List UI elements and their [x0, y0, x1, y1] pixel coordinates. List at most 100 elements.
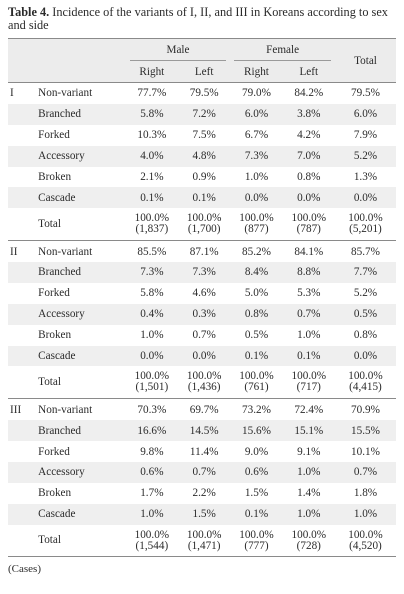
table-row: Cascade 0.1% 0.1% 0.0% 0.0% 0.0% [8, 187, 396, 209]
cell-m-left: 79.5% [189, 87, 219, 100]
cell-m-right: 0.1% [125, 187, 179, 209]
cell-f-left: 72.4% [282, 398, 335, 421]
cell-m-left: 7.5% [192, 129, 216, 142]
section-label [8, 283, 34, 304]
cell-f-right: 0.1% [230, 503, 283, 525]
cell-f-right: 8.4% [230, 262, 283, 283]
variant-label: Non-variant [38, 87, 93, 100]
cell-total: 7.7% [334, 262, 396, 283]
cell-total: 0.0% [334, 187, 396, 209]
variant-label: Accessory [34, 461, 126, 483]
total-count: (1,544) [135, 539, 169, 552]
cell-m-right: 1.7% [140, 487, 164, 500]
cell-m-left: 7.2% [178, 103, 231, 125]
section-label [8, 503, 35, 525]
section-label: II [8, 240, 35, 263]
cell-f-right: 5.0% [244, 287, 269, 300]
variant-label: Branched [34, 103, 126, 125]
header-female-right: Right [230, 61, 283, 83]
cell-f-left: 84.1% [282, 240, 335, 263]
cell-m-right: 0.6% [125, 461, 179, 483]
variant-label: Broken [38, 329, 72, 342]
cell-total: 6.0% [334, 103, 396, 125]
total-label: Total [38, 375, 61, 388]
cell-f-right: 73.2% [230, 398, 283, 421]
table-caption-label: Table 4. [8, 5, 50, 19]
table-container: Table 4. Incidence of the variants of I,… [8, 6, 396, 575]
variant-label: Cascade [34, 345, 126, 367]
cell-f-left: 15.1% [282, 420, 335, 442]
total-count: (4,520) [349, 539, 382, 552]
section-label [8, 366, 34, 398]
cell-f-left: 0.1% [282, 345, 335, 367]
total-percent: 100.0% [348, 370, 383, 383]
section-label [8, 345, 35, 367]
section-label [8, 303, 35, 325]
cell-m-right: 1.0% [125, 503, 179, 525]
total-percent: 100.0% [239, 212, 274, 225]
cell-m-left: 69.7% [178, 398, 231, 421]
cell-m-left: 7.3% [178, 262, 231, 283]
cell-m-right: 85.5% [125, 240, 179, 263]
table-row: Branched 5.8% 7.2% 6.0% 3.8% 6.0% [8, 103, 396, 125]
total-cell-f-right: 100.0% (777) [230, 524, 283, 558]
cell-total: 85.7% [334, 240, 396, 263]
cell-m-left: 0.1% [178, 187, 231, 209]
cell-m-left: 0.3% [178, 303, 231, 325]
cell-total: 0.8% [353, 329, 378, 342]
cell-f-left: 1.4% [297, 487, 321, 500]
table-row: Forked 9.8% 11.4% 9.0% 9.1% 10.1% [8, 441, 396, 462]
section-label [8, 187, 35, 209]
total-cell-f-right: 100.0% (761) [230, 366, 282, 398]
cell-f-left: 9.1% [297, 445, 321, 458]
cell-f-right: 0.1% [230, 345, 283, 367]
cell-total: 70.9% [334, 398, 396, 421]
table-row: Accessory 0.6% 0.7% 0.6% 1.0% 0.7% [8, 461, 396, 483]
total-count: (1,837) [135, 223, 169, 236]
cell-f-left: 1.0% [282, 503, 335, 525]
cell-f-left: 3.8% [282, 103, 335, 125]
cell-f-left: 0.7% [282, 303, 335, 325]
cell-f-left: 0.0% [282, 187, 335, 209]
section-label [8, 441, 34, 462]
table-caption: Table 4. Incidence of the variants of I,… [8, 6, 396, 32]
cell-f-left: 1.0% [282, 461, 335, 483]
total-cell-f-left: 100.0% (728) [282, 524, 335, 558]
cell-total: 0.7% [334, 461, 396, 483]
cell-total: 7.9% [353, 129, 378, 142]
cell-m-right: 5.8% [125, 103, 179, 125]
header-total: Total [334, 38, 396, 83]
total-percent: 100.0% [348, 528, 383, 541]
cell-f-right: 9.0% [244, 445, 269, 458]
section-label: I [10, 87, 14, 100]
total-percent: 100.0% [291, 370, 327, 383]
cell-m-left: 87.1% [178, 240, 231, 263]
total-percent: 100.0% [186, 212, 222, 225]
variant-label: Cascade [34, 187, 126, 209]
cell-m-right: 0.0% [125, 345, 179, 367]
cell-total: 1.3% [353, 171, 378, 183]
cell-m-left: 0.7% [178, 461, 231, 483]
total-count: (1,471) [187, 539, 221, 552]
header-male-right: Right [125, 61, 179, 83]
section-label [8, 483, 34, 504]
table-row: Broken 1.7% 2.2% 1.5% 1.4% 1.8% [8, 483, 396, 504]
header-blank [8, 38, 35, 61]
total-count: (5,201) [349, 223, 382, 236]
total-cell-f-left: 100.0% (717) [283, 366, 335, 398]
variant-label: Forked [38, 445, 70, 458]
cell-m-left: 4.8% [178, 145, 231, 167]
cell-total: 1.0% [334, 503, 396, 525]
total-count: (717) [296, 381, 321, 394]
total-label: Total [38, 217, 61, 230]
total-count: (4,415) [349, 381, 382, 394]
total-label: Total [34, 524, 126, 558]
section-label [8, 461, 35, 483]
cell-m-right: 5.8% [140, 287, 164, 300]
cell-total: 1.8% [353, 487, 378, 500]
cell-m-left: 4.6% [192, 287, 216, 300]
header-blank [8, 61, 35, 83]
table-row: Branched 7.3% 7.3% 8.4% 8.8% 7.7% [8, 262, 396, 283]
total-percent: 100.0% [348, 212, 383, 225]
cell-m-left: 14.5% [178, 420, 231, 442]
